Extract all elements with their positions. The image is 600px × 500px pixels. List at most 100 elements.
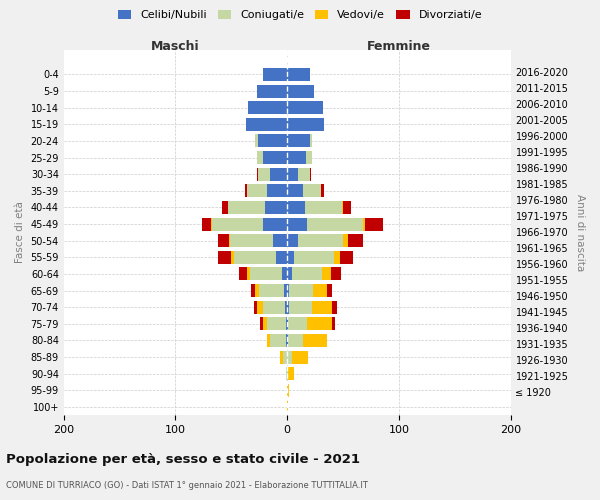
- Bar: [263, 218, 287, 230]
- Bar: [260, 318, 263, 330]
- Bar: [334, 251, 340, 264]
- Bar: [307, 318, 332, 330]
- Bar: [312, 300, 332, 314]
- Bar: [202, 218, 211, 230]
- Bar: [257, 84, 287, 98]
- Bar: [255, 284, 259, 297]
- Bar: [218, 251, 232, 264]
- Bar: [287, 184, 303, 198]
- Bar: [307, 218, 363, 230]
- Bar: [328, 284, 332, 297]
- Bar: [263, 318, 267, 330]
- Bar: [363, 218, 365, 230]
- Bar: [331, 268, 341, 280]
- Bar: [289, 300, 312, 314]
- Bar: [229, 234, 230, 247]
- Bar: [267, 318, 286, 330]
- Bar: [287, 218, 307, 230]
- Bar: [247, 184, 267, 198]
- Bar: [287, 234, 298, 247]
- Bar: [228, 201, 265, 214]
- Text: Popolazione per età, sesso e stato civile - 2021: Popolazione per età, sesso e stato civil…: [6, 452, 360, 466]
- Text: COMUNE DI TURRIACO (GO) - Dati ISTAT 1° gennaio 2021 - Elaborazione TUTTITALIA.I: COMUNE DI TURRIACO (GO) - Dati ISTAT 1° …: [6, 480, 368, 490]
- Bar: [287, 284, 289, 297]
- Bar: [286, 318, 287, 330]
- Bar: [287, 134, 310, 147]
- Bar: [211, 218, 212, 230]
- Bar: [246, 118, 287, 131]
- Bar: [342, 201, 343, 214]
- Bar: [223, 201, 228, 214]
- Bar: [287, 168, 298, 180]
- Bar: [303, 334, 328, 347]
- Bar: [267, 184, 287, 198]
- Bar: [258, 168, 271, 180]
- Bar: [233, 251, 276, 264]
- Bar: [365, 218, 383, 230]
- Bar: [313, 284, 328, 297]
- Bar: [289, 318, 307, 330]
- Bar: [292, 350, 308, 364]
- Bar: [285, 300, 287, 314]
- Bar: [292, 268, 322, 280]
- Bar: [257, 300, 263, 314]
- Bar: [287, 367, 289, 380]
- Bar: [294, 251, 334, 264]
- Bar: [343, 201, 351, 214]
- Bar: [218, 234, 229, 247]
- Bar: [263, 300, 285, 314]
- Bar: [250, 268, 281, 280]
- Bar: [287, 334, 289, 347]
- Bar: [284, 284, 287, 297]
- Bar: [305, 201, 342, 214]
- Bar: [287, 101, 323, 114]
- Bar: [271, 334, 286, 347]
- Bar: [289, 284, 313, 297]
- Bar: [239, 268, 247, 280]
- Bar: [289, 367, 294, 380]
- Text: Maschi: Maschi: [151, 40, 200, 53]
- Bar: [251, 284, 255, 297]
- Bar: [267, 334, 271, 347]
- Bar: [287, 118, 324, 131]
- Bar: [303, 184, 321, 198]
- Bar: [212, 218, 263, 230]
- Bar: [259, 284, 284, 297]
- Bar: [257, 151, 263, 164]
- Bar: [322, 268, 331, 280]
- Bar: [287, 350, 292, 364]
- Bar: [347, 234, 363, 247]
- Bar: [232, 251, 233, 264]
- Y-axis label: Fasce di età: Fasce di età: [15, 202, 25, 264]
- Bar: [298, 234, 343, 247]
- Bar: [332, 318, 335, 330]
- Bar: [263, 68, 287, 81]
- Bar: [281, 268, 287, 280]
- Bar: [287, 68, 310, 81]
- Bar: [276, 251, 287, 264]
- Bar: [255, 134, 258, 147]
- Text: Femmine: Femmine: [367, 40, 431, 53]
- Bar: [254, 300, 257, 314]
- Bar: [287, 201, 305, 214]
- Bar: [280, 350, 283, 364]
- Bar: [287, 318, 289, 330]
- Y-axis label: Anni di nascita: Anni di nascita: [575, 194, 585, 271]
- Bar: [340, 251, 353, 264]
- Legend: Celibi/Nubili, Coniugati/e, Vedovi/e, Divorziati/e: Celibi/Nubili, Coniugati/e, Vedovi/e, Di…: [113, 6, 487, 25]
- Bar: [271, 168, 287, 180]
- Bar: [283, 350, 287, 364]
- Bar: [289, 334, 303, 347]
- Bar: [287, 151, 306, 164]
- Bar: [286, 367, 287, 380]
- Bar: [286, 334, 287, 347]
- Bar: [306, 151, 312, 164]
- Bar: [287, 268, 292, 280]
- Bar: [272, 234, 287, 247]
- Bar: [310, 168, 311, 180]
- Bar: [287, 400, 289, 413]
- Bar: [263, 151, 287, 164]
- Bar: [257, 168, 258, 180]
- Bar: [298, 168, 310, 180]
- Bar: [245, 184, 247, 198]
